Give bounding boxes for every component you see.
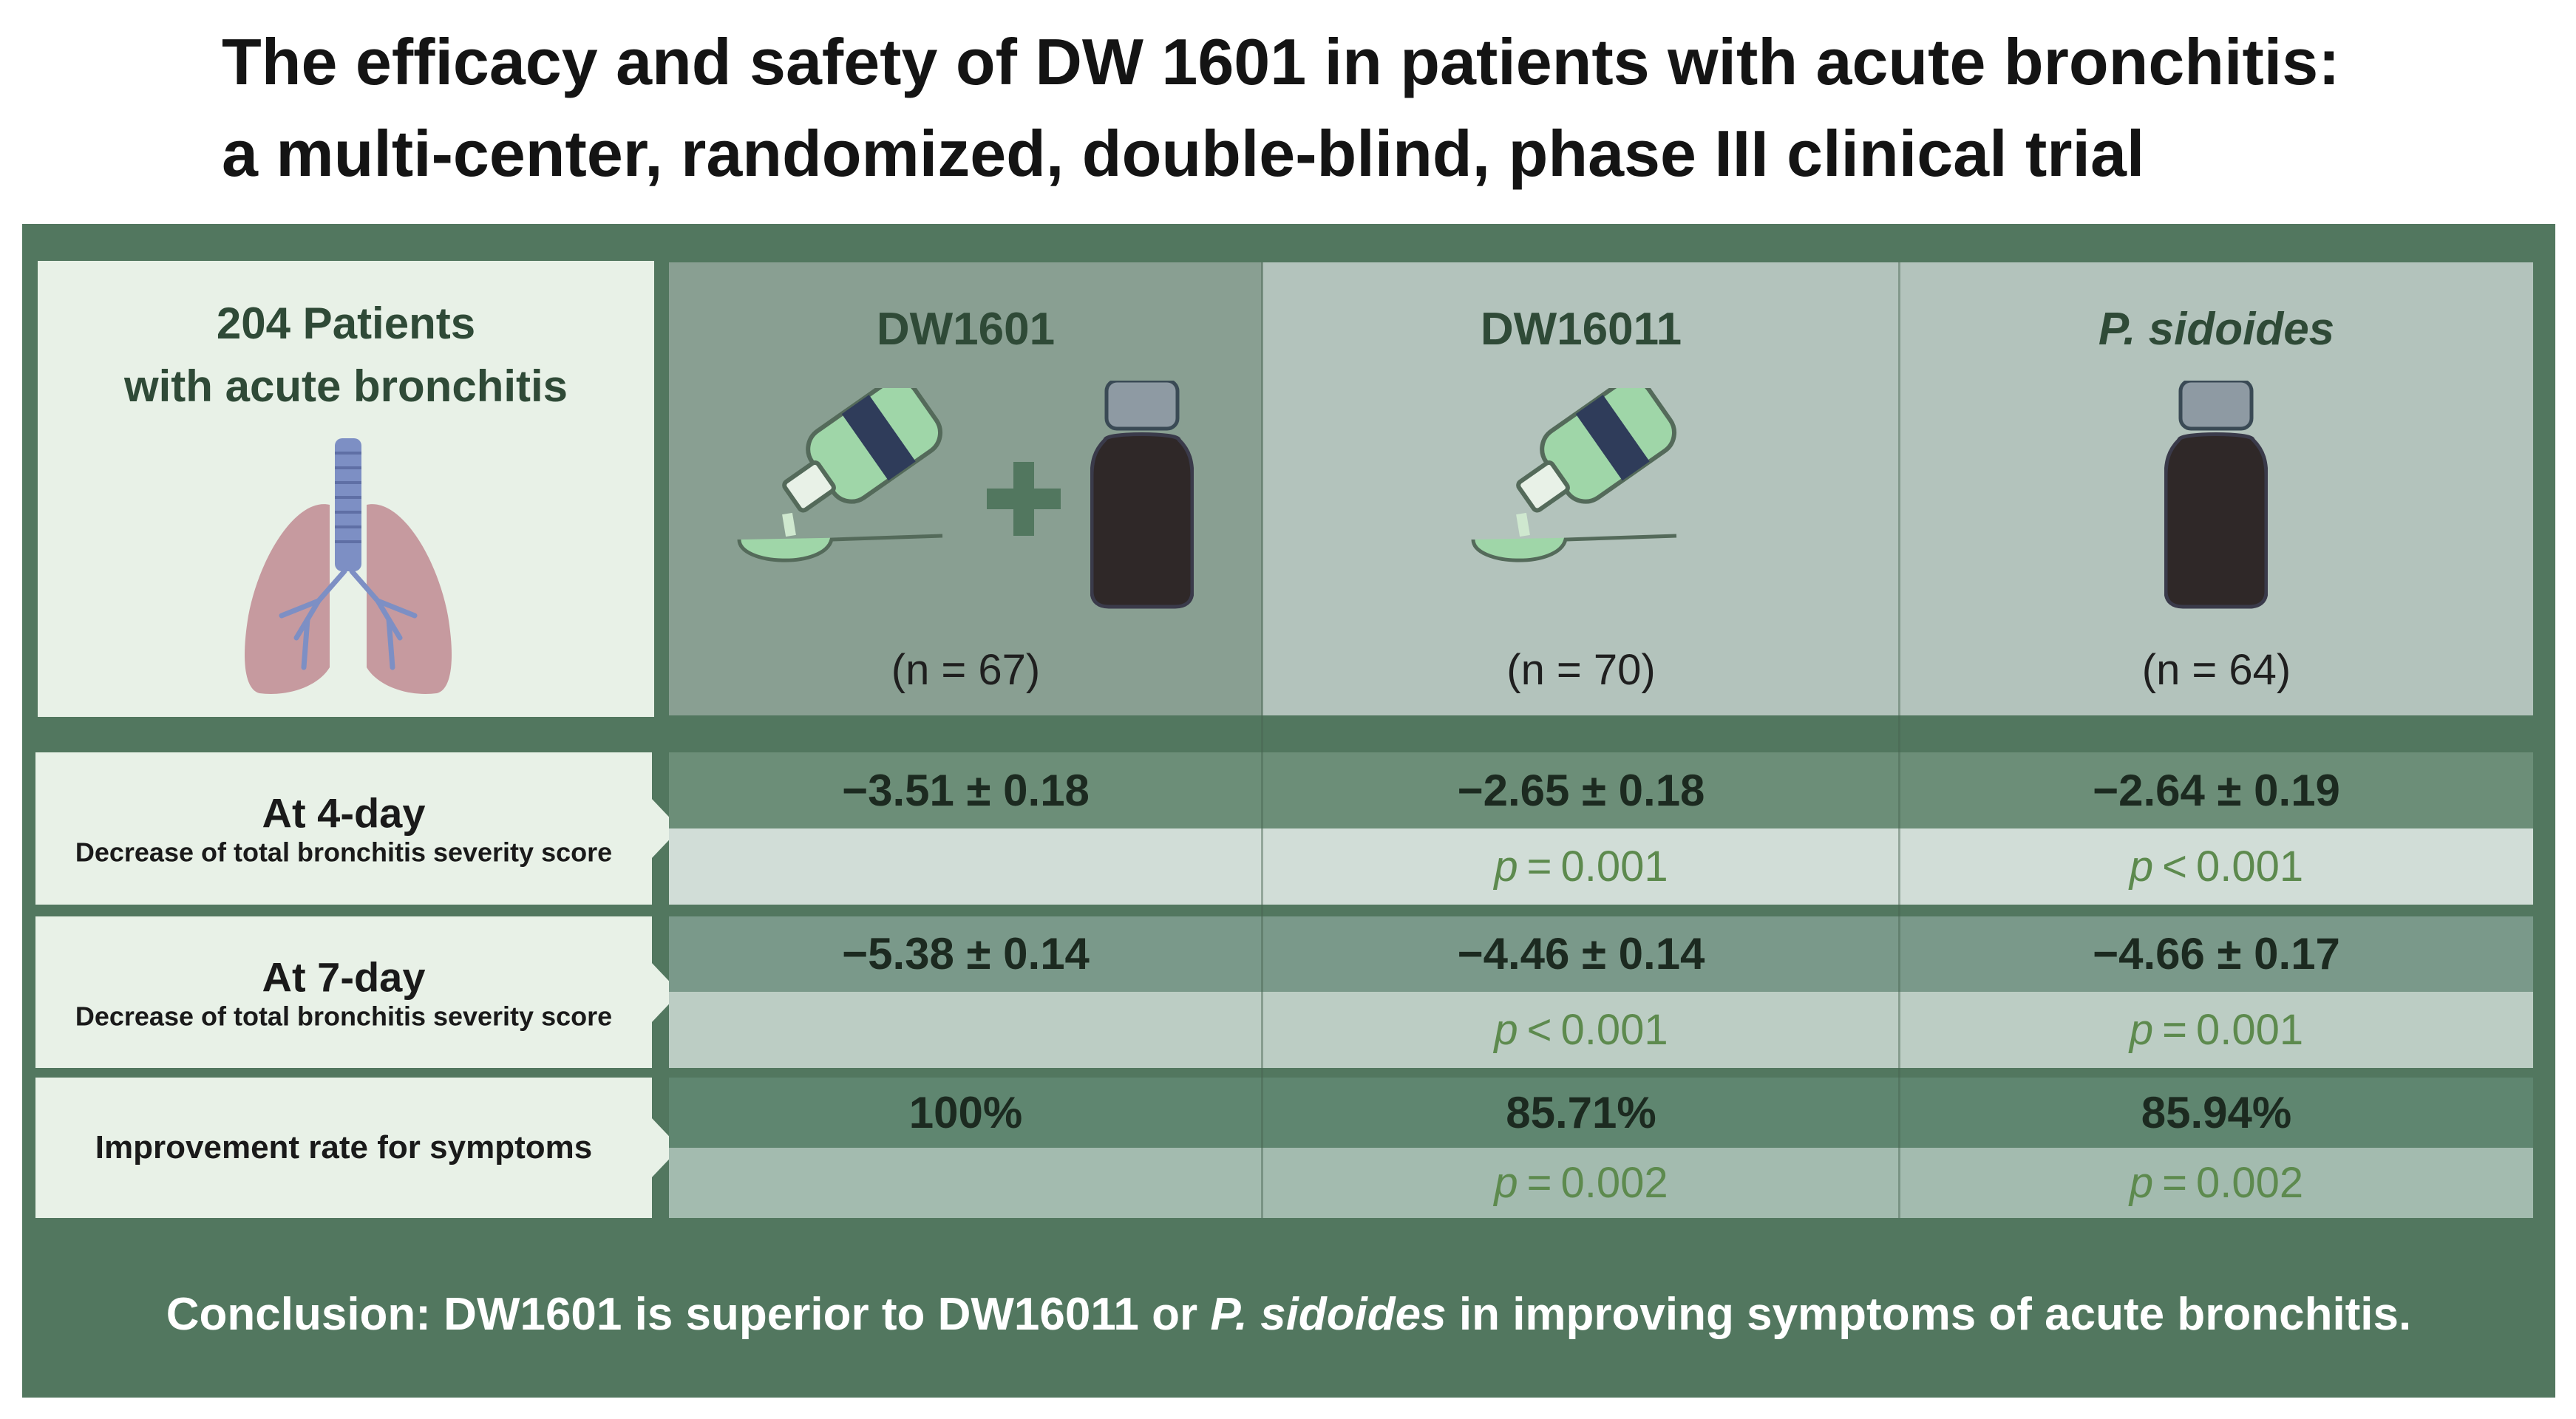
row-pvalue: p = 0.002 xyxy=(1262,1148,1900,1218)
pvalue-symbol: = xyxy=(1526,843,1552,891)
pvalue-symbol: < xyxy=(2162,843,2187,891)
group-sample-size: (n = 67) xyxy=(891,646,1041,694)
row-pvalue-band xyxy=(669,828,2533,905)
group-title: DW1601 xyxy=(876,304,1056,355)
row-value: −4.46 ± 0.14 xyxy=(1457,929,1705,979)
pvalue-symbol: = xyxy=(2162,1159,2187,1207)
row-value: −3.51 ± 0.18 xyxy=(842,766,1090,815)
group-column-dw1601: DW1601 (n = 67) xyxy=(669,262,1262,715)
pvalue-number: 0.001 xyxy=(2195,843,2304,891)
patients-count: 204 Patients xyxy=(216,299,476,348)
row-value: −4.66 ± 0.17 xyxy=(2093,929,2340,979)
pvalue-symbol: = xyxy=(1526,1159,1552,1207)
conclusion-text-2: in improving symptoms of acute bronchiti… xyxy=(1446,1289,2412,1340)
page-title: The efficacy and safety of DW 1601 in pa… xyxy=(222,16,2513,200)
plus-icon xyxy=(987,462,1061,536)
row-pvalue: p = 0.001 xyxy=(1262,828,1900,905)
row-pvalue: p <0.001 xyxy=(1262,992,1900,1068)
row-pvalue-band xyxy=(669,992,2533,1068)
patients-box: 204 Patients with acute bronchitis xyxy=(38,261,654,717)
dark-bottle-icon xyxy=(2164,381,2268,609)
row-label: Improvement rate for symptoms xyxy=(35,1078,680,1218)
row-value: 100% xyxy=(908,1088,1023,1137)
column-divider xyxy=(1898,262,1900,1218)
pvalue-letter: p xyxy=(2129,1159,2154,1207)
row-pvalue: p = 0.002 xyxy=(1900,1148,2533,1218)
pvalue-letter: p xyxy=(1494,1159,1518,1207)
results-panel: 204 Patients with acute bronchitis xyxy=(22,224,2555,1398)
pvalue-number: 0.001 xyxy=(2195,1006,2304,1054)
syrup-bottle-pouring-icon xyxy=(1471,388,1677,562)
pvalue-symbol: = xyxy=(2162,1006,2187,1054)
pvalue-symbol: < xyxy=(1526,1006,1552,1054)
row-value-band xyxy=(669,916,2533,992)
row-label-title: Improvement rate for symptoms xyxy=(95,1129,593,1166)
pvalue-letter: p xyxy=(1494,843,1518,891)
title-line-2: a multi-center, randomized, double-blind… xyxy=(222,117,2145,190)
group-sample-size: (n = 70) xyxy=(1506,646,1656,694)
group-title: P. sidoides xyxy=(2098,304,2335,355)
column-divider xyxy=(1261,262,1263,1218)
row-pvalue-band xyxy=(669,1148,2533,1218)
pvalue-letter: p xyxy=(2129,843,2154,891)
conclusion-text-1: Conclusion: DW1601 is superior to DW1601… xyxy=(166,1289,1211,1340)
pvalue-number: 0.002 xyxy=(1560,1159,1668,1207)
row-label: At 4-day Decrease of total bronchitis sev… xyxy=(35,752,680,905)
patients-label: 204 Patients with acute bronchitis xyxy=(38,292,654,418)
row-label-title: At 7-day xyxy=(262,953,426,1000)
row-value: 85.94% xyxy=(2141,1088,2292,1137)
row-value-band xyxy=(669,1078,2533,1148)
pvalue-number: 0.002 xyxy=(2195,1159,2304,1207)
pvalue-letter: p xyxy=(2129,1006,2154,1054)
group-title: DW16011 xyxy=(1480,304,1682,355)
syrup-bottle-pouring-icon xyxy=(737,388,943,562)
row-label-subtitle: Decrease of total bronchitis severity sc… xyxy=(75,1001,613,1031)
row-pvalue: p <0.001 xyxy=(1900,828,2533,905)
group-column-dw16011: DW16011 (n = 70) xyxy=(1262,262,1900,715)
patients-condition: with acute bronchitis xyxy=(123,361,568,411)
group-sample-size: (n = 64) xyxy=(2141,646,2291,694)
row-label-title: At 4-day xyxy=(262,789,426,837)
pvalue-number: 0.001 xyxy=(1560,1006,1668,1054)
group-column-p-sidoides: P. sidoides (n = 64) xyxy=(1900,262,2533,715)
conclusion: Conclusion: DW1601 is superior to DW1601… xyxy=(22,1288,2555,1341)
row-value: −2.64 ± 0.19 xyxy=(2093,766,2340,815)
row-value-band xyxy=(669,752,2533,828)
dark-bottle-icon xyxy=(1090,381,1194,609)
row-value: −5.38 ± 0.14 xyxy=(842,929,1090,979)
lungs-icon xyxy=(245,438,452,694)
title-line-1: The efficacy and safety of DW 1601 in pa… xyxy=(222,25,2340,98)
row-label: At 7-day Decrease of total bronchitis sev… xyxy=(35,916,680,1068)
pvalue-number: 0.001 xyxy=(1560,843,1668,891)
row-label-subtitle: Decrease of total bronchitis severity sc… xyxy=(75,837,613,868)
row-pvalue: p = 0.001 xyxy=(1900,992,2533,1068)
row-value: 85.71% xyxy=(1506,1088,1656,1137)
pvalue-letter: p xyxy=(1494,1006,1518,1054)
row-value: −2.65 ± 0.18 xyxy=(1457,766,1705,815)
conclusion-text-italic: P. sidoides xyxy=(1210,1289,1447,1340)
